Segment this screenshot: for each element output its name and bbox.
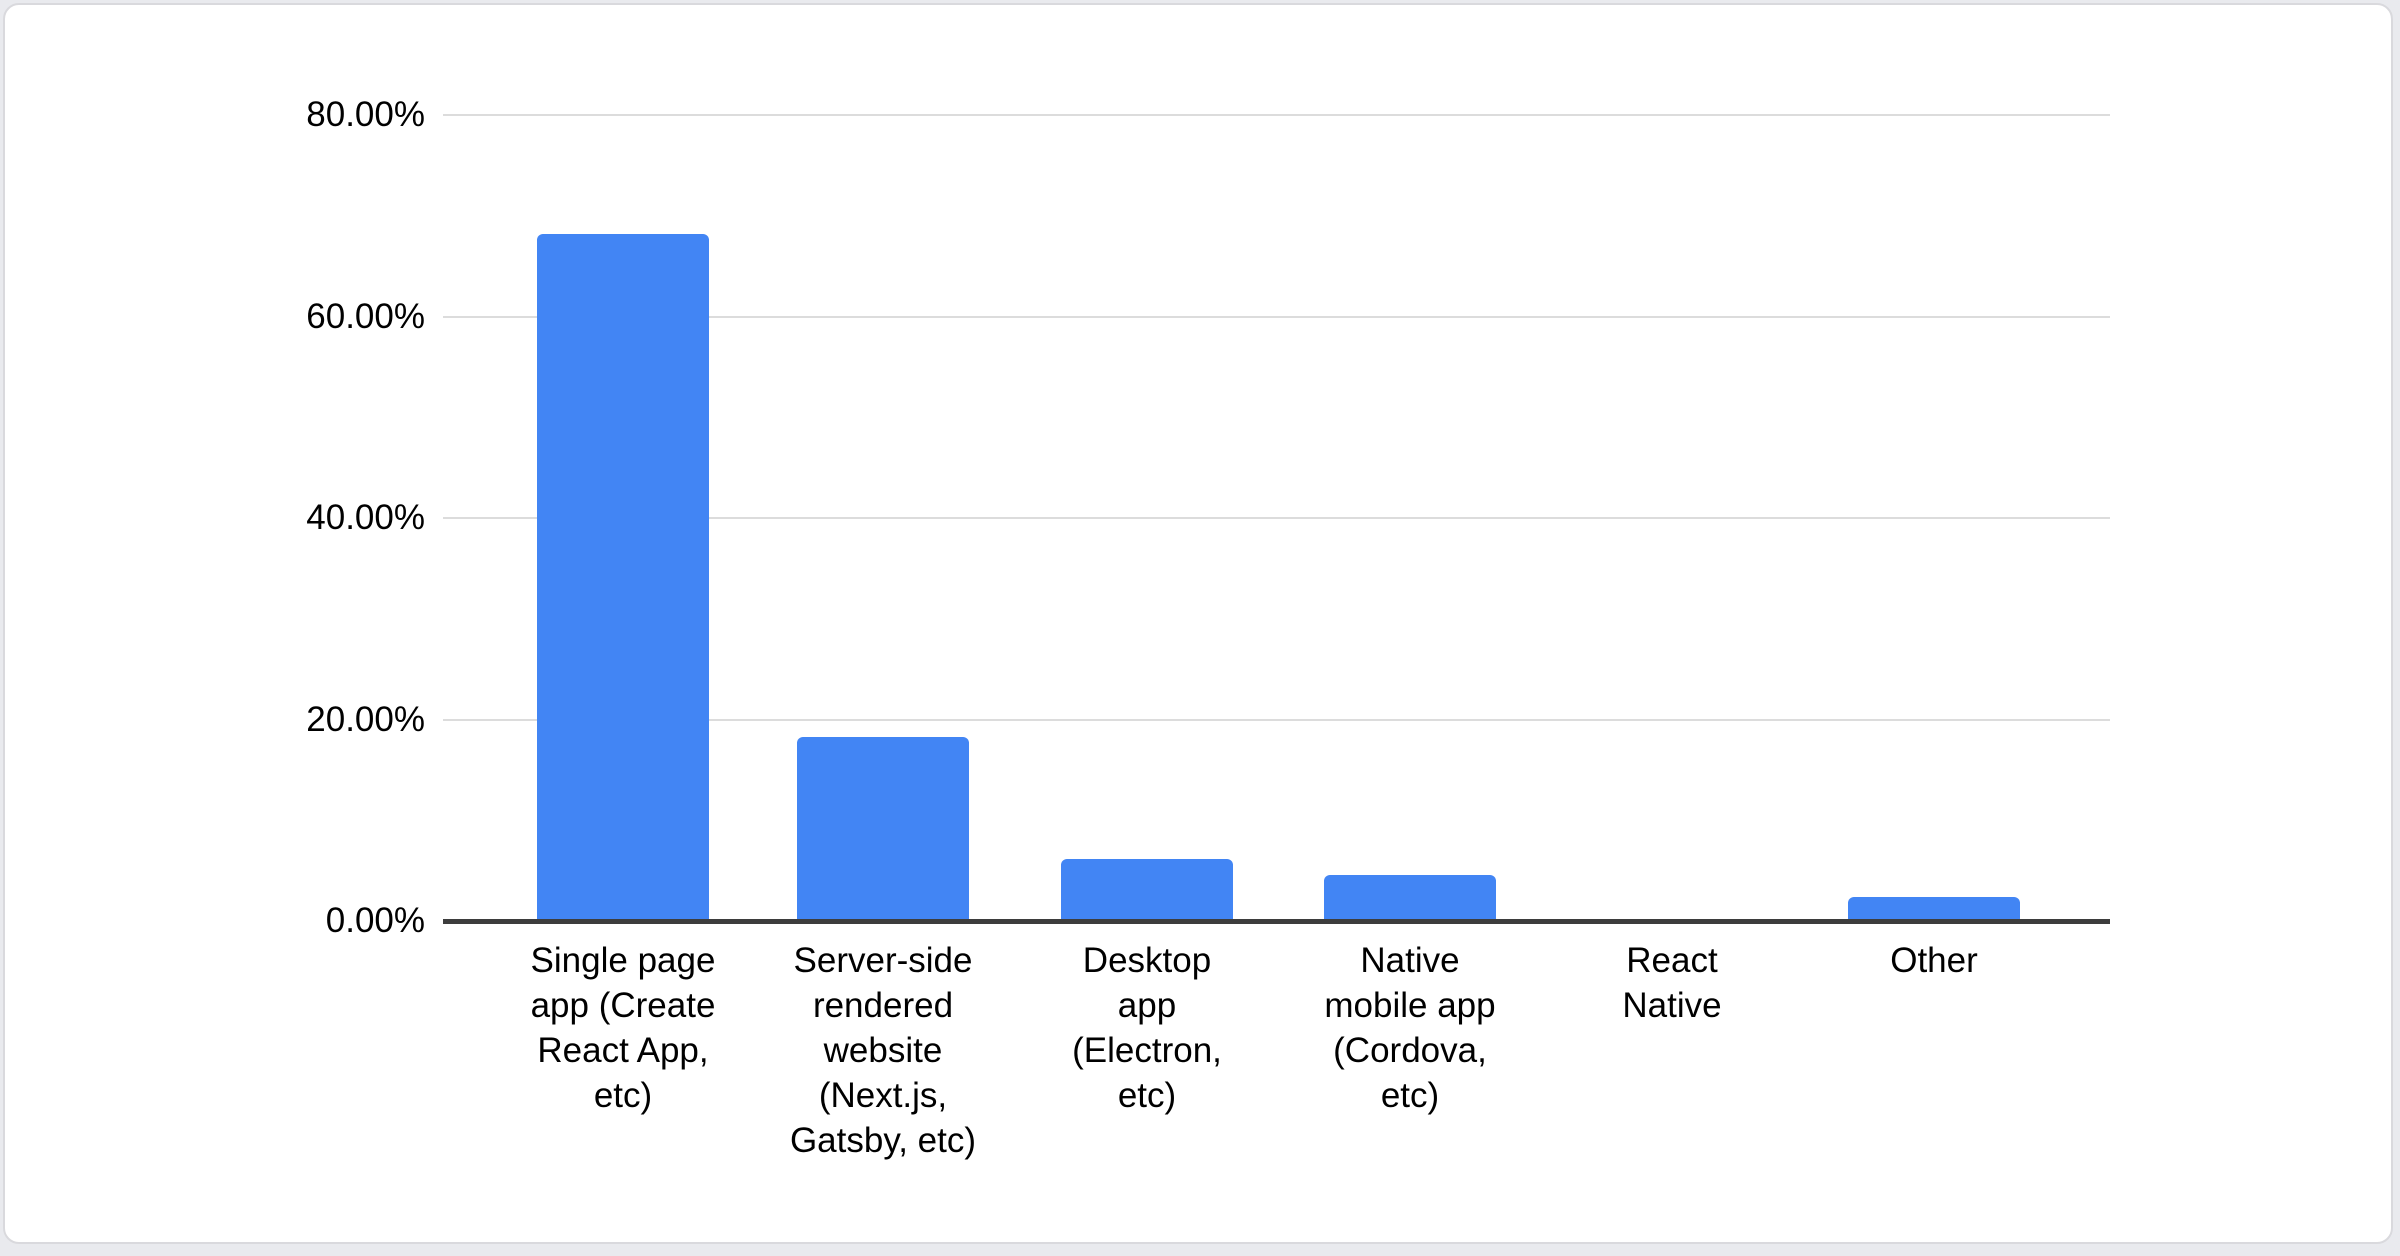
bar — [1848, 897, 2020, 921]
bar — [1061, 859, 1233, 921]
gridline — [443, 517, 2110, 519]
gridline — [443, 114, 2110, 116]
y-axis-tick-label: 80.00% — [306, 95, 425, 134]
y-axis-tick-label: 40.00% — [306, 498, 425, 537]
x-axis-label: React Native — [1622, 941, 1722, 1025]
bar — [1324, 875, 1496, 921]
gridline — [443, 315, 2110, 318]
x-axis-line — [443, 919, 2110, 924]
y-axis-tick-label: 20.00% — [306, 699, 425, 739]
bar — [537, 234, 709, 921]
x-axis-label: Desktop app (Electron, etc) — [1072, 941, 1222, 1115]
x-axis-label: Other — [1890, 941, 1978, 980]
x-axis-label: Server-side rendered website (Next.js, G… — [789, 941, 977, 1160]
x-axis-label: Single page app (Create React App, etc) — [530, 941, 716, 1115]
y-axis-tick-label: 60.00% — [306, 296, 425, 336]
gridline — [443, 718, 2110, 721]
bar — [797, 737, 969, 921]
x-axis-label: Native mobile app (Cordova, etc) — [1324, 941, 1496, 1115]
chart-card — [3, 3, 2393, 1244]
y-axis-tick-label: 0.00% — [325, 901, 425, 940]
